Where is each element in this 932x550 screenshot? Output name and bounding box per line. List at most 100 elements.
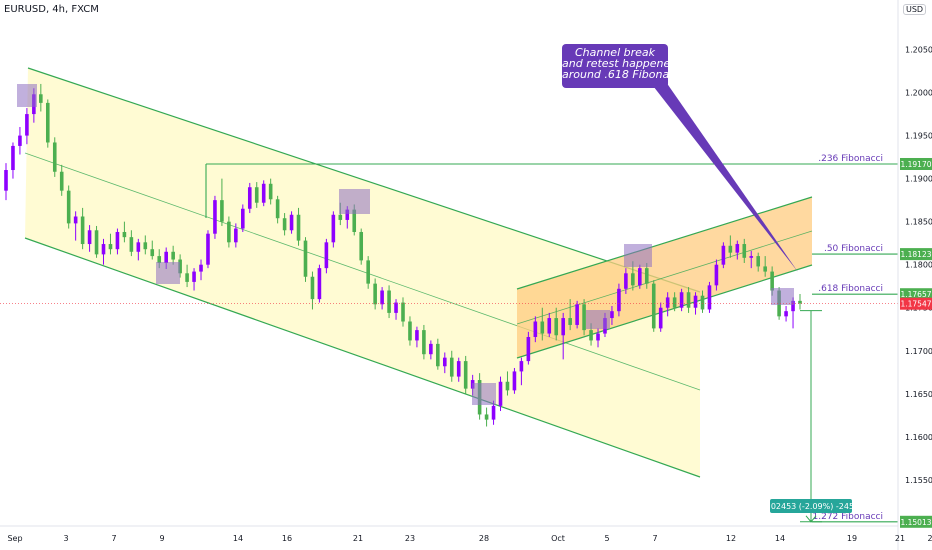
measure-badge — [770, 499, 852, 513]
price-tick-label: 1.19500 — [905, 132, 932, 141]
time-tick-label: 19 — [847, 534, 857, 543]
time-tick-label: 12 — [726, 534, 736, 543]
fib-price-badge-label: 1.18123 — [900, 250, 931, 259]
candle-body — [108, 244, 113, 250]
candle-body — [631, 273, 635, 286]
candle-body — [672, 297, 677, 308]
candle-body — [408, 321, 412, 341]
callout-pointer — [650, 82, 798, 272]
candle-body — [651, 283, 656, 329]
time-tick-label: 5 — [604, 534, 609, 543]
down-channel-lower-line — [24, 237, 701, 478]
candle-body — [575, 304, 579, 325]
candle-body — [373, 283, 377, 305]
last-price-badge — [900, 297, 932, 310]
candle-body — [721, 245, 726, 265]
candle-body — [547, 318, 552, 334]
candle-body — [484, 414, 489, 420]
time-tick-label: 3 — [63, 534, 68, 543]
candle-body — [624, 273, 628, 289]
time-tick-label: 21 — [895, 534, 905, 543]
candle-body — [756, 256, 761, 267]
price-tick-label: 1.19000 — [905, 175, 932, 184]
candle-body — [261, 183, 266, 203]
candle-body — [129, 237, 134, 252]
candle-body — [658, 307, 663, 329]
candle-body — [491, 405, 496, 420]
candle-body — [206, 233, 210, 265]
candle-body — [784, 311, 788, 317]
up-channel-mid-line — [516, 230, 813, 325]
annotation-line: around .618 Fibonacci — [562, 68, 685, 81]
candle-body — [234, 228, 238, 243]
fib-label: .50 Fibonacci — [824, 244, 883, 254]
candle-body — [227, 221, 231, 243]
currency-button[interactable]: USD — [903, 4, 927, 15]
candle-body — [763, 266, 767, 272]
price-tick-label: 1.17000 — [905, 347, 932, 356]
highlight-box — [472, 383, 496, 405]
fib-price-badge — [900, 248, 932, 261]
highlight-box — [771, 288, 794, 305]
candle-body — [4, 170, 8, 191]
fib-price-badge-label: 1.17657 — [900, 290, 931, 299]
candle-body — [401, 302, 405, 322]
annotation-line: Channel break — [574, 46, 656, 59]
candle-body — [422, 330, 426, 355]
time-tick-label: 7 — [111, 534, 116, 543]
candle-body — [254, 187, 259, 203]
candle-body — [436, 343, 440, 367]
highlight-box — [17, 84, 37, 107]
candle-body — [380, 290, 384, 305]
candle-body — [463, 361, 468, 389]
time-tick-label: Sep — [7, 534, 22, 543]
price-tick-label: 1.20000 — [905, 89, 932, 98]
candle-body — [101, 244, 106, 255]
candle-body — [638, 268, 642, 286]
candle-body — [728, 245, 733, 253]
candle-body — [456, 361, 461, 377]
candle-body — [25, 114, 29, 136]
candle-body — [185, 273, 189, 282]
candle-body — [568, 318, 572, 325]
candle-body — [359, 231, 364, 261]
candle-body — [303, 240, 308, 277]
candle-body — [289, 214, 294, 231]
candle-body — [700, 295, 705, 310]
candle-body — [331, 214, 336, 243]
candle-body — [442, 357, 447, 367]
candle-body — [714, 264, 719, 286]
candle-body — [665, 297, 670, 308]
candle-body — [171, 251, 175, 260]
candle-body — [213, 200, 217, 234]
candle-body — [686, 292, 691, 308]
candle-body — [164, 251, 168, 263]
price-tick-label: 1.18000 — [905, 261, 932, 270]
candle-body — [449, 357, 454, 377]
candle-body — [345, 209, 350, 220]
candle-body — [679, 292, 684, 308]
last-price-label: 1.17547 — [900, 300, 931, 309]
highlight-box — [156, 262, 180, 284]
candle-body — [644, 268, 649, 284]
candle-body — [749, 256, 754, 258]
candle-body — [157, 256, 162, 263]
candle-body — [192, 271, 196, 282]
time-tick-label: 23 — [405, 534, 415, 543]
candle-body — [561, 318, 565, 336]
fib-price-badge — [900, 288, 932, 301]
candle-body — [707, 285, 712, 310]
candle-body — [429, 343, 433, 355]
candle-body — [582, 304, 586, 331]
candle-body — [136, 242, 141, 252]
candle-body — [80, 216, 85, 245]
candle-body — [352, 209, 357, 232]
time-tick-label: 9 — [159, 534, 164, 543]
symbol-title: EURUSD, 4h, FXCM — [4, 4, 99, 15]
up-channel-upper-line — [516, 196, 813, 290]
candle-body — [519, 361, 524, 372]
candle-body — [18, 135, 22, 146]
candle-body — [241, 208, 245, 229]
annotation-callout: Channel break and retest happened around… — [562, 44, 685, 88]
